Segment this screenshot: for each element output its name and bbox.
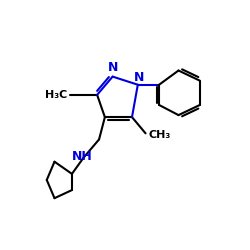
Text: H₃C: H₃C [45, 90, 67, 100]
Text: NH: NH [72, 150, 93, 163]
Text: CH₃: CH₃ [148, 130, 171, 140]
Text: N: N [108, 60, 118, 74]
Text: N: N [134, 71, 144, 84]
